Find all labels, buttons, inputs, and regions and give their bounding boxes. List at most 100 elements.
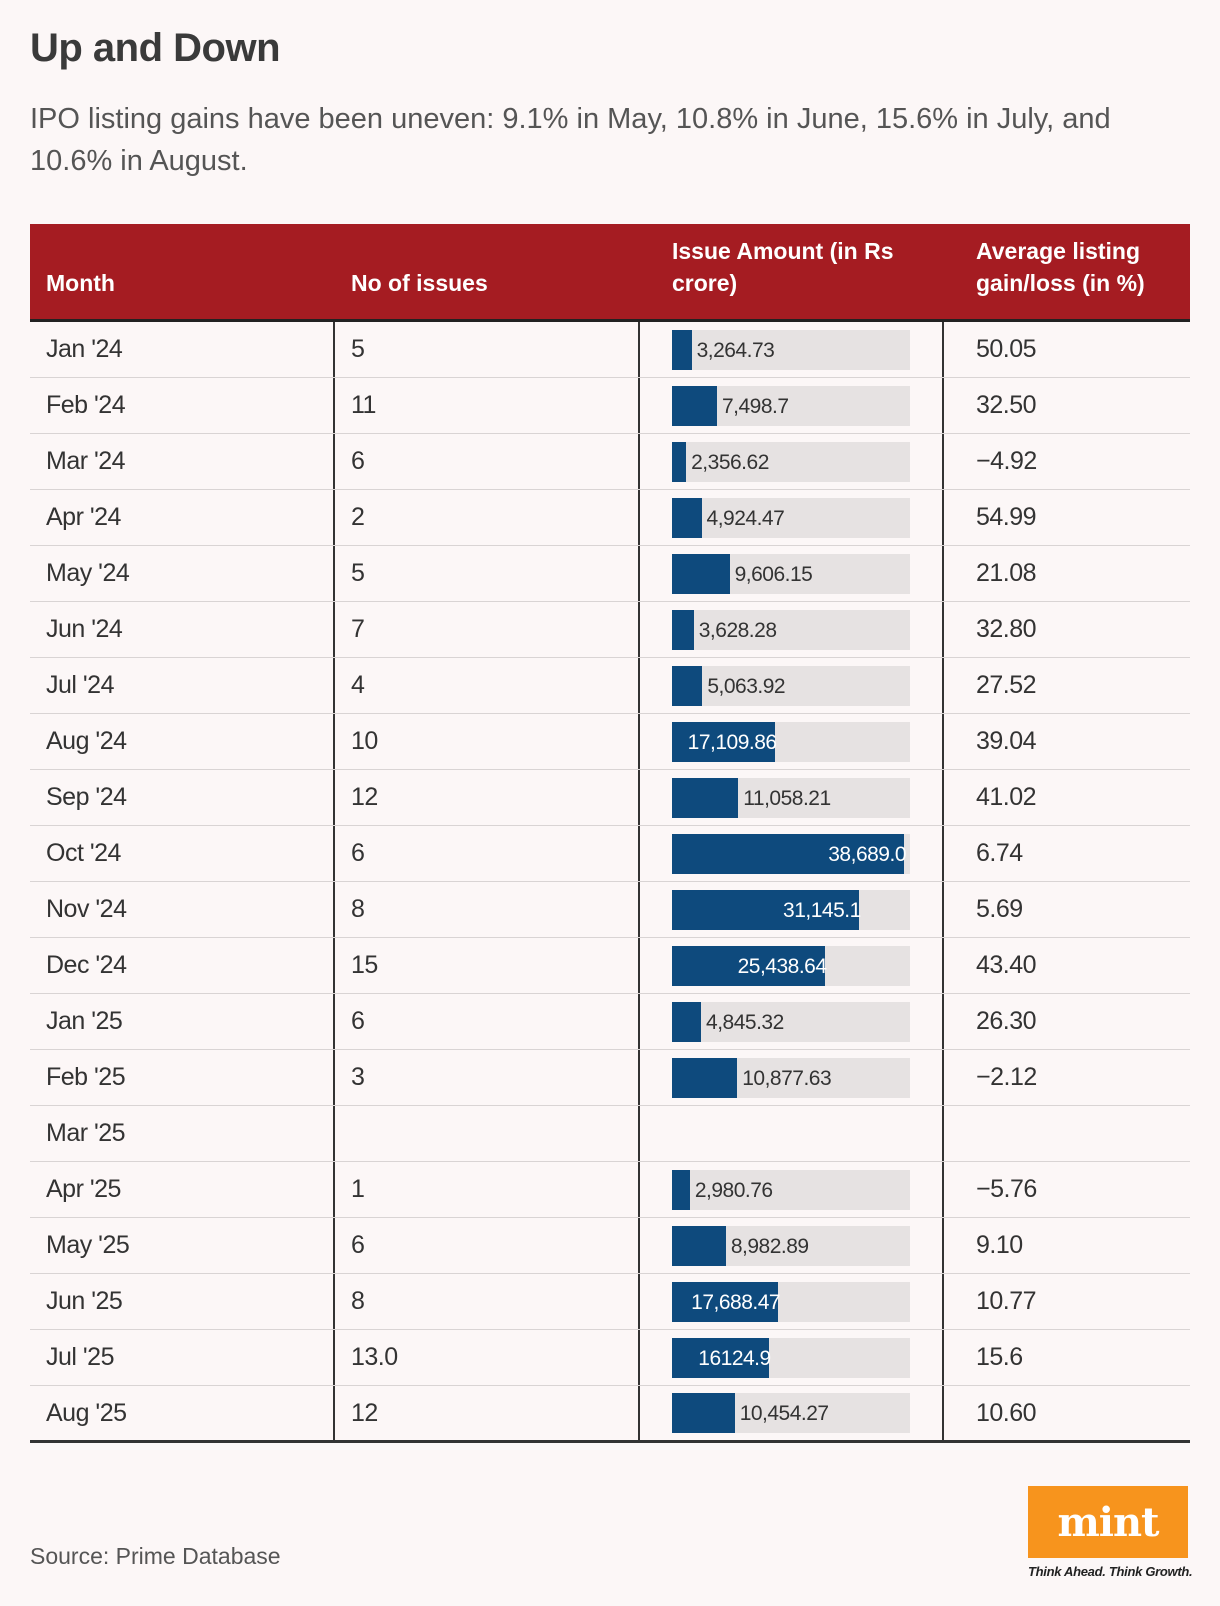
- issues-cell: 5: [335, 322, 640, 377]
- issues-cell: 10: [335, 714, 640, 769]
- amount-bar-track: 11,058.21: [672, 777, 910, 818]
- table-row: Feb '25 3 10,877.63 −2.12: [30, 1050, 1190, 1106]
- month-cell: Apr '25: [30, 1162, 335, 1217]
- amount-label: 8,982.89: [730, 1234, 809, 1258]
- table-row: May '24 5 9,606.15 21.08: [30, 546, 1190, 602]
- amount-bar-track: 7,498.7: [672, 385, 910, 426]
- amount-cell: 7,498.7: [640, 378, 944, 433]
- amount-bar-track: 17,688.47: [672, 1281, 910, 1322]
- issues-cell: 5: [335, 546, 640, 601]
- amount-cell: 11,058.21: [640, 770, 944, 825]
- month-cell: Jul '24: [30, 658, 335, 713]
- table-row: Aug '24 10 17,109.86 39.04: [30, 714, 1190, 770]
- month-cell: May '25: [30, 1218, 335, 1273]
- amount-bar-track: 3,628.28: [672, 609, 910, 650]
- amount-label: 5,063.92: [707, 674, 786, 698]
- table-row: Jul '24 4 5,063.92 27.52: [30, 658, 1190, 714]
- amount-cell: 3,628.28: [640, 602, 944, 657]
- table-row: Oct '24 6 38,689.0 6.74: [30, 826, 1190, 882]
- amount-bar: [672, 609, 694, 650]
- amount-bar-track: 2,980.76: [672, 1169, 910, 1210]
- amount-bar-track: 9,606.15: [672, 553, 910, 594]
- month-cell: Sep '24: [30, 770, 335, 825]
- amount-bar: [672, 553, 730, 594]
- amount-label: 3,264.73: [696, 338, 775, 362]
- amount-cell: 5,063.92: [640, 658, 944, 713]
- month-cell: Jan '25: [30, 994, 335, 1049]
- table-row: Jun '24 7 3,628.28 32.80: [30, 602, 1190, 658]
- logo-wordmark: mint: [1028, 1486, 1188, 1558]
- gain-cell: 32.80: [976, 615, 1037, 643]
- issues-cell: 1: [335, 1162, 640, 1217]
- gain-cell: 10.77: [976, 1287, 1037, 1315]
- amount-label: 2,980.76: [694, 1178, 773, 1202]
- amount-label: 38,689.0: [828, 842, 906, 866]
- amount-cell: 31,145.1: [640, 882, 944, 937]
- header-amount: Issue Amount (in Rs crore): [672, 238, 894, 296]
- ipo-table: Month No of issues Issue Amount (in Rs c…: [30, 224, 1190, 1443]
- gain-cell: 9.10: [976, 1231, 1023, 1259]
- gain-cell: 15.6: [976, 1343, 1023, 1371]
- page-title: Up and Down: [30, 26, 281, 70]
- month-cell: Oct '24: [30, 826, 335, 881]
- gain-cell: 41.02: [976, 783, 1037, 811]
- amount-bar: [672, 441, 687, 482]
- amount-label: 16124.9: [698, 1346, 771, 1370]
- amount-bar: [672, 945, 825, 986]
- issues-cell: 8: [335, 1274, 640, 1329]
- amount-bar-track: 31,145.1: [672, 889, 910, 930]
- month-cell: Aug '24: [30, 714, 335, 769]
- gain-cell: −2.12: [976, 1063, 1037, 1091]
- amount-cell: 10,877.63: [640, 1050, 944, 1105]
- gain-cell: 10.60: [976, 1398, 1037, 1427]
- amount-bar: [672, 1225, 726, 1266]
- gain-cell: 43.40: [976, 951, 1037, 979]
- table-row: Jan '24 5 3,264.73 50.05: [30, 322, 1190, 378]
- amount-bar: [672, 833, 904, 874]
- gain-cell: 5.69: [976, 895, 1023, 923]
- subtitle: IPO listing gains have been uneven: 9.1%…: [30, 103, 1111, 177]
- month-cell: Jan '24: [30, 322, 335, 377]
- issues-cell: 6: [335, 434, 640, 489]
- table-row: Mar '25: [30, 1106, 1190, 1162]
- amount-bar: [672, 1169, 690, 1210]
- amount-bar-track: 17,109.86: [672, 721, 910, 762]
- amount-label: 10,877.63: [742, 1066, 832, 1090]
- amount-bar: [672, 385, 717, 426]
- amount-label: 17,688.47: [691, 1290, 781, 1314]
- issues-cell: 6: [335, 994, 640, 1049]
- amount-bar: [672, 1337, 769, 1378]
- amount-label: 9,606.15: [734, 562, 813, 586]
- header-month: Month: [46, 270, 115, 296]
- amount-cell: 4,924.47: [640, 490, 944, 545]
- table-row: Jul '25 13.0 16124.9 15.6: [30, 1330, 1190, 1386]
- month-cell: Mar '24: [30, 434, 335, 489]
- amount-bar: [672, 889, 859, 930]
- amount-bar-track: 4,845.32: [672, 1001, 910, 1042]
- gain-cell: −5.76: [976, 1175, 1037, 1203]
- month-cell: Aug '25: [30, 1386, 335, 1440]
- gain-cell: 26.30: [976, 1007, 1037, 1035]
- issues-cell: 6: [335, 1218, 640, 1273]
- table-row: Jan '25 6 4,845.32 26.30: [30, 994, 1190, 1050]
- month-cell: Apr '24: [30, 490, 335, 545]
- gain-cell: −4.92: [976, 447, 1037, 475]
- header-issues: No of issues: [351, 270, 488, 296]
- header-gain: Average listing gain/loss (in %): [976, 238, 1145, 296]
- amount-label: 4,845.32: [706, 1010, 784, 1034]
- amount-label: 11,058.21: [743, 786, 831, 810]
- month-cell: May '24: [30, 546, 335, 601]
- table-row: Jun '25 8 17,688.47 10.77: [30, 1274, 1190, 1330]
- amount-bar-track: 4,924.47: [672, 497, 910, 538]
- month-cell: Feb '25: [30, 1050, 335, 1105]
- amount-cell: 16124.9: [640, 1330, 944, 1385]
- gain-cell: 54.99: [976, 503, 1037, 531]
- gain-cell: 21.08: [976, 559, 1037, 587]
- issues-cell: 12: [335, 1386, 640, 1440]
- amount-bar-track: 16124.9: [672, 1337, 910, 1378]
- amount-cell: 2,980.76: [640, 1162, 944, 1217]
- amount-cell: 10,454.27: [640, 1386, 944, 1440]
- amount-bar-track: 10,877.63: [672, 1057, 910, 1098]
- amount-cell: 3,264.73: [640, 322, 944, 377]
- gain-cell: 6.74: [976, 839, 1023, 867]
